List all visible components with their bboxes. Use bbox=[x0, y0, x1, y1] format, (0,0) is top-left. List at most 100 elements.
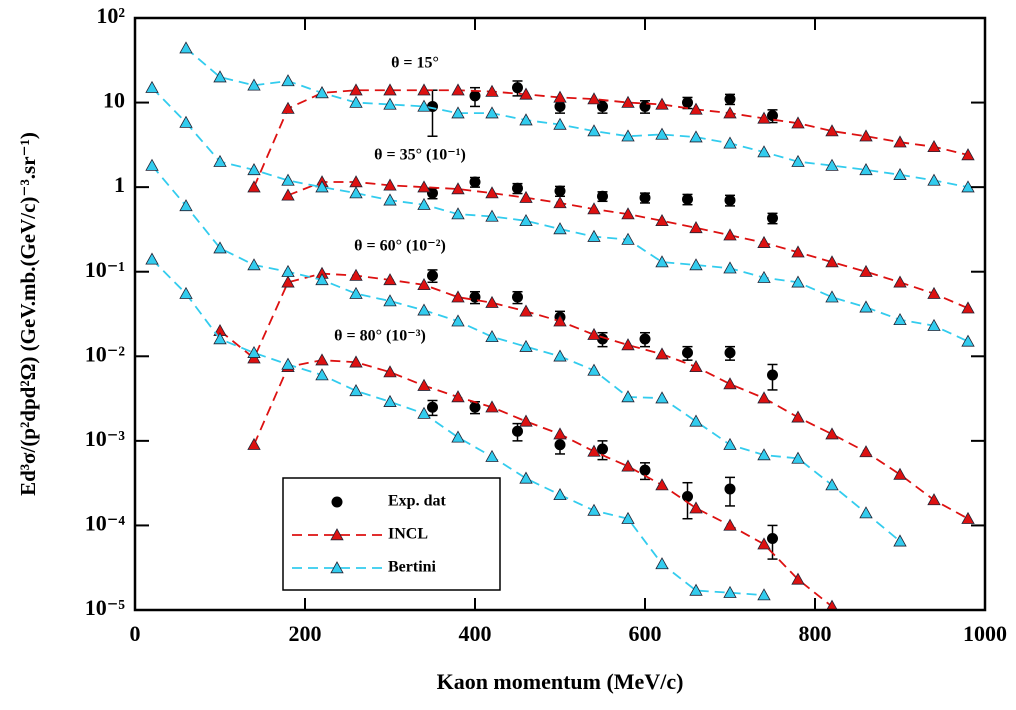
data-point bbox=[859, 445, 873, 458]
data-point bbox=[417, 277, 431, 291]
data-point bbox=[587, 444, 601, 457]
data-point bbox=[349, 384, 363, 397]
legend-marker bbox=[330, 528, 344, 541]
data-point bbox=[485, 84, 499, 97]
data-point bbox=[485, 329, 499, 342]
data-point bbox=[427, 270, 438, 282]
data-point bbox=[417, 99, 431, 112]
data-point bbox=[519, 304, 533, 317]
legend-marker bbox=[331, 496, 343, 508]
x-tick-label: 1000 bbox=[963, 621, 1007, 646]
data-point bbox=[179, 115, 193, 128]
data-point bbox=[247, 345, 261, 358]
y-tick-label: 10⁻¹ bbox=[85, 257, 125, 282]
annotation: θ = 35° (10⁻¹) bbox=[374, 147, 466, 164]
data-point bbox=[767, 369, 778, 381]
data-point bbox=[417, 378, 431, 391]
data-point bbox=[349, 95, 363, 108]
data-point bbox=[512, 182, 523, 194]
data-point bbox=[893, 135, 907, 148]
data-point bbox=[451, 106, 465, 119]
data-point bbox=[553, 349, 567, 362]
data-point bbox=[927, 318, 941, 331]
data-point bbox=[655, 557, 669, 570]
data-point bbox=[791, 275, 805, 288]
data-point bbox=[512, 425, 523, 437]
data-point bbox=[349, 268, 363, 281]
data-point bbox=[825, 290, 839, 303]
data-point bbox=[587, 229, 601, 242]
data-point bbox=[757, 588, 771, 601]
data-point bbox=[553, 222, 567, 235]
data-point bbox=[859, 163, 873, 176]
data-point bbox=[417, 180, 431, 193]
data-point bbox=[723, 518, 737, 531]
data-point bbox=[757, 235, 771, 248]
data-point bbox=[682, 490, 693, 502]
data-point bbox=[485, 295, 499, 308]
data-point bbox=[621, 129, 635, 142]
data-point bbox=[767, 110, 778, 122]
data-point bbox=[451, 390, 465, 403]
annotation: θ = 60° (10⁻²) bbox=[354, 238, 446, 255]
data-point bbox=[587, 503, 601, 516]
data-point bbox=[723, 437, 737, 450]
data-point bbox=[826, 599, 838, 610]
data-point bbox=[519, 213, 533, 226]
data-point bbox=[859, 506, 873, 519]
data-point bbox=[451, 182, 465, 195]
data-point bbox=[451, 83, 465, 96]
x-tick-label: 400 bbox=[459, 621, 492, 646]
data-point bbox=[451, 430, 465, 443]
data-point bbox=[213, 154, 227, 167]
data-point bbox=[961, 148, 975, 161]
data-point bbox=[723, 585, 737, 598]
data-point bbox=[639, 333, 651, 345]
data-point bbox=[927, 173, 941, 186]
data-point bbox=[621, 390, 635, 403]
data-point bbox=[213, 332, 227, 345]
data-point bbox=[791, 572, 805, 585]
data-point bbox=[757, 270, 771, 283]
y-tick-label: 10 bbox=[103, 88, 125, 113]
data-point bbox=[767, 212, 778, 224]
data-point bbox=[893, 312, 907, 326]
data-point bbox=[417, 303, 431, 316]
data-point bbox=[655, 127, 669, 140]
data-point bbox=[349, 83, 363, 96]
data-point bbox=[512, 82, 523, 94]
data-point bbox=[145, 158, 159, 171]
data-point bbox=[621, 338, 635, 351]
data-point bbox=[485, 186, 499, 199]
data-point bbox=[383, 97, 397, 110]
data-point bbox=[553, 90, 567, 103]
data-point bbox=[723, 106, 737, 119]
data-point bbox=[469, 401, 481, 413]
data-point bbox=[723, 377, 737, 390]
plot-area bbox=[145, 41, 975, 610]
y-tick-label: 10⁻⁵ bbox=[85, 595, 126, 620]
data-point bbox=[961, 511, 975, 524]
data-point bbox=[554, 439, 566, 451]
data-point bbox=[689, 360, 703, 373]
legend-marker bbox=[330, 561, 344, 574]
data-point bbox=[383, 83, 397, 96]
x-tick-label: 200 bbox=[289, 621, 322, 646]
y-tick-label: 1 bbox=[114, 172, 125, 197]
data-point bbox=[791, 154, 805, 167]
data-point bbox=[469, 176, 481, 188]
data-point bbox=[682, 97, 693, 109]
data-point bbox=[213, 70, 227, 83]
data-point bbox=[757, 448, 771, 461]
data-point bbox=[724, 483, 736, 495]
data-point bbox=[767, 533, 778, 545]
data-point bbox=[281, 275, 295, 288]
data-point bbox=[553, 488, 567, 501]
data-point bbox=[655, 255, 669, 268]
data-point bbox=[639, 464, 651, 476]
data-point bbox=[639, 192, 651, 204]
data-point bbox=[791, 245, 805, 258]
data-point bbox=[597, 190, 608, 202]
data-point bbox=[519, 339, 533, 352]
